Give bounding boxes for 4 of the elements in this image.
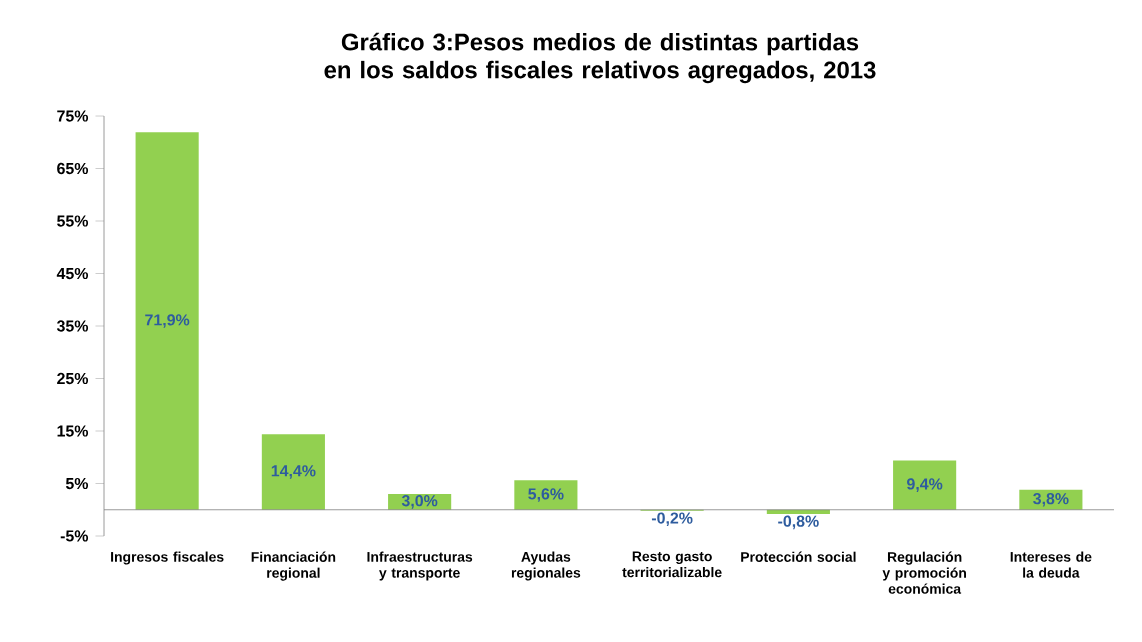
chart-title: Gráfico 3:Pesos medios de distintas partidas en los saldos fiscales relativos agregados, 2013 [324,32,876,84]
bar [135,132,199,510]
bar [893,460,957,510]
bar [261,434,325,510]
